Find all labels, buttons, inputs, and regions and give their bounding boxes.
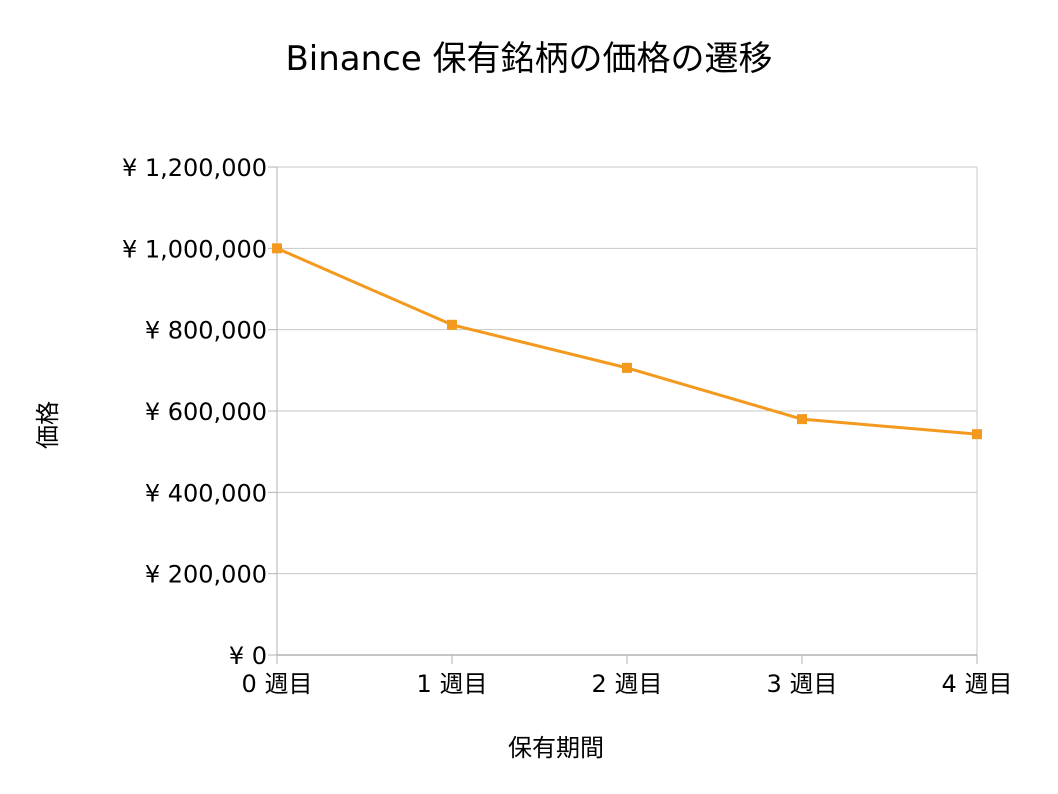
x-tick-label: 4 週目: [942, 670, 1013, 698]
x-tick-label: 1 週目: [417, 670, 488, 698]
y-tick-label: ¥ 0: [229, 642, 267, 670]
x-tick-label: 3 週目: [767, 670, 838, 698]
chart-title: Binance 保有銘柄の価格の遷移: [285, 39, 772, 79]
data-point-marker: [272, 243, 282, 254]
axes: [268, 166, 978, 664]
x-axis-title: 保有期間: [508, 734, 604, 762]
y-tick-labels: ¥ 0 ¥ 200,000 ¥ 400,000 ¥ 600,000 ¥ 800,000 ¥…: [122, 154, 267, 670]
data-point-marker: [447, 319, 457, 330]
series-line: [276, 246, 978, 436]
y-tick-label: ¥ 600,000: [145, 398, 267, 426]
data-point-marker: [622, 362, 632, 373]
series-lines: [272, 243, 982, 440]
y-tick-label: ¥ 800,000: [145, 317, 267, 345]
x-tick-label: 2 週目: [592, 670, 663, 698]
y-tick-label: ¥ 400,000: [145, 479, 267, 507]
data-point-marker: [972, 429, 982, 440]
y-tick-label: ¥ 1,200,000: [122, 154, 267, 182]
y-tick-label: ¥ 1,000,000: [122, 235, 267, 263]
y-tick-label: ¥ 200,000: [145, 561, 267, 589]
x-tick-label: 0 週目: [242, 670, 313, 698]
gridlines: [277, 166, 978, 656]
data-point-marker: [797, 414, 807, 425]
x-tick-labels: 0 週目 1 週目 2 週目 3 週目 4 週目: [242, 670, 1013, 698]
y-axis-title: 価格: [34, 401, 62, 449]
